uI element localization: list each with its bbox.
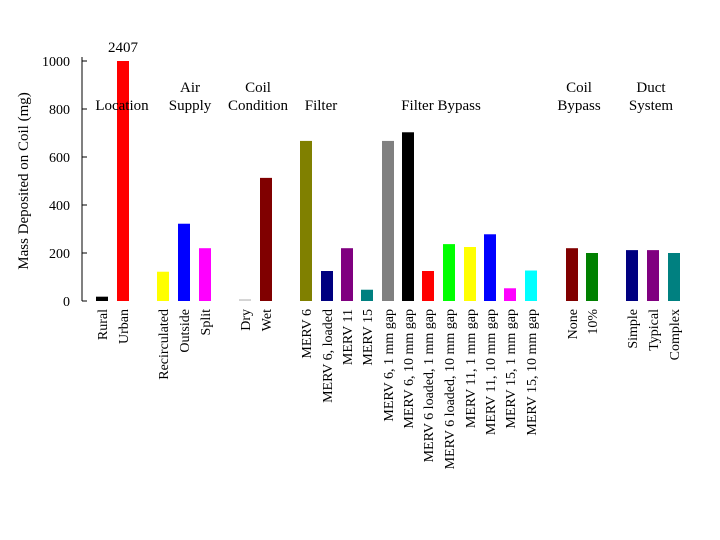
- category-label: MERV 6 loaded, 10 mm gap: [443, 309, 458, 469]
- group-label-line: Location: [95, 98, 149, 114]
- bar: [525, 270, 537, 301]
- bar: [566, 248, 578, 301]
- bar: [402, 132, 414, 301]
- category-label: Complex: [668, 309, 683, 360]
- group-label: Coil Bypass: [557, 80, 601, 114]
- bar: [647, 250, 659, 301]
- y-tick-label: 0: [63, 295, 70, 310]
- y-tick-label: 800: [49, 103, 70, 118]
- bar: [464, 247, 476, 301]
- group-label-line: Bypass: [557, 98, 601, 114]
- group-label-line: Condition: [228, 98, 289, 114]
- bar: [504, 288, 516, 301]
- category-label: MERV 11, 1 mm gap: [464, 309, 479, 428]
- y-axis-title: Mass Deposited on Coil (mg): [16, 92, 32, 270]
- category-label: MERV 15, 1 mm gap: [504, 309, 519, 429]
- bar: [484, 234, 496, 301]
- y-tick-label: 400: [49, 199, 70, 214]
- bar: [260, 177, 272, 301]
- category-label: Simple: [626, 309, 641, 349]
- clipped-value-label: 2407: [108, 40, 139, 56]
- category-label: MERV 6, loaded: [321, 309, 336, 403]
- bar: [321, 271, 333, 301]
- group-label: Filter: [305, 98, 338, 114]
- bar: [157, 271, 169, 301]
- group-label: Air Supply: [169, 80, 212, 114]
- category-label: MERV 6: [300, 309, 315, 359]
- group-label-line: Supply: [169, 98, 212, 114]
- y-tick-label: 600: [49, 151, 70, 166]
- group-label-line: Air: [180, 80, 200, 96]
- bar: [382, 140, 394, 301]
- category-label: Urban: [117, 309, 132, 344]
- bar: [361, 289, 373, 301]
- group-label-line: Duct: [636, 80, 666, 96]
- y-tick-label: 1000: [42, 55, 70, 70]
- category-label: Typical: [647, 309, 662, 351]
- group-label-line: System: [629, 98, 674, 114]
- bar-layer: [96, 61, 680, 301]
- group-label-line: Filter Bypass: [401, 98, 481, 114]
- bar: [96, 296, 108, 301]
- group-label-line: Filter: [305, 98, 338, 114]
- bar: [117, 61, 129, 301]
- bar: [199, 248, 211, 301]
- bar: [443, 244, 455, 301]
- group-label-line: Coil: [245, 80, 271, 96]
- group-label-line: Coil: [566, 80, 592, 96]
- group-label: Location: [95, 98, 149, 114]
- bar: [586, 253, 598, 301]
- category-label-layer: Rural Urban Recirculated Outside Split Dry Wet…: [96, 309, 683, 470]
- category-label: MERV 15: [361, 309, 376, 366]
- bar: [178, 223, 190, 301]
- category-label: None: [566, 309, 581, 339]
- category-label: Rural: [96, 309, 111, 340]
- category-label: Wet: [260, 309, 275, 331]
- category-label: Outside: [178, 309, 193, 353]
- category-label: MERV 6 loaded, 1 mm gap: [422, 309, 437, 462]
- y-tick-label: 200: [49, 247, 70, 262]
- bar: [668, 253, 680, 301]
- bar: [239, 299, 251, 301]
- group-label: Coil Condition: [228, 80, 289, 114]
- bar: [341, 248, 353, 301]
- category-label: MERV 6, 10 mm gap: [402, 309, 417, 429]
- group-label-layer: Location 2407 Air Supply Coil Condition Filter…: [95, 40, 673, 114]
- bar: [626, 250, 638, 301]
- group-label: Filter Bypass: [401, 98, 481, 114]
- bar: [422, 271, 434, 301]
- group-label: Duct System: [629, 80, 674, 114]
- category-label: MERV 15, 10 mm gap: [525, 309, 540, 436]
- category-label: Split: [199, 309, 214, 336]
- category-label: MERV 11, 10 mm gap: [484, 309, 499, 435]
- category-label: MERV 11: [341, 309, 356, 365]
- category-label: MERV 6, 1 mm gap: [382, 309, 397, 422]
- category-label: Recirculated: [157, 309, 172, 380]
- bar: [300, 140, 312, 301]
- category-label: 10%: [586, 309, 601, 335]
- category-label: Dry: [239, 309, 254, 331]
- axis-layer: 0 200 400 600 800 1000 Mass Deposited on Coil …: [16, 55, 87, 310]
